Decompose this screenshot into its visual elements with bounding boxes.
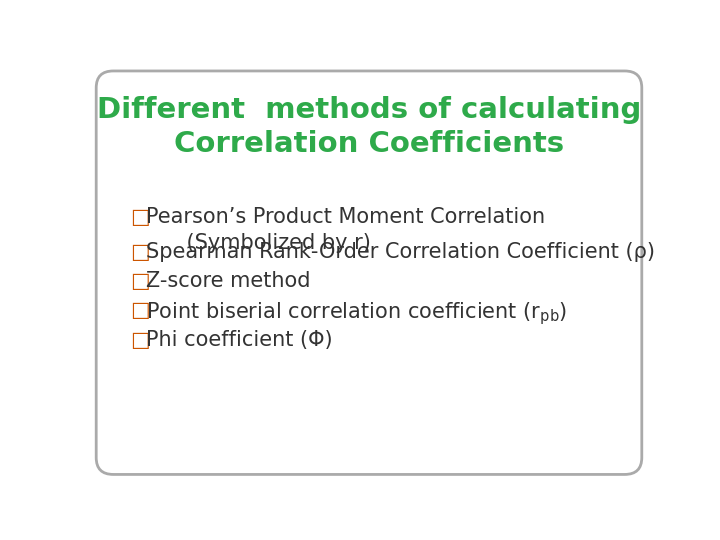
Text: (Symbolized by r): (Symbolized by r) <box>160 233 371 253</box>
Text: Point biserial correlation coefficient (r$_{\mathregular{pb}}$): Point biserial correlation coefficient (… <box>145 300 567 327</box>
Text: Pearson’s Product Moment Correlation: Pearson’s Product Moment Correlation <box>145 207 545 227</box>
Text: □: □ <box>130 271 150 291</box>
Text: □: □ <box>130 207 150 227</box>
Text: Z-score method: Z-score method <box>145 271 310 291</box>
Text: Phi coefficient (Φ): Phi coefficient (Φ) <box>145 330 333 350</box>
FancyBboxPatch shape <box>96 71 642 475</box>
Text: □: □ <box>130 330 150 350</box>
Text: Different  methods of calculating
Correlation Coefficients: Different methods of calculating Correla… <box>96 96 642 158</box>
Text: □: □ <box>130 242 150 262</box>
Text: □: □ <box>130 300 150 320</box>
Text: Spearman Rank-Order Correlation Coefficient (ρ): Spearman Rank-Order Correlation Coeffici… <box>145 242 654 262</box>
